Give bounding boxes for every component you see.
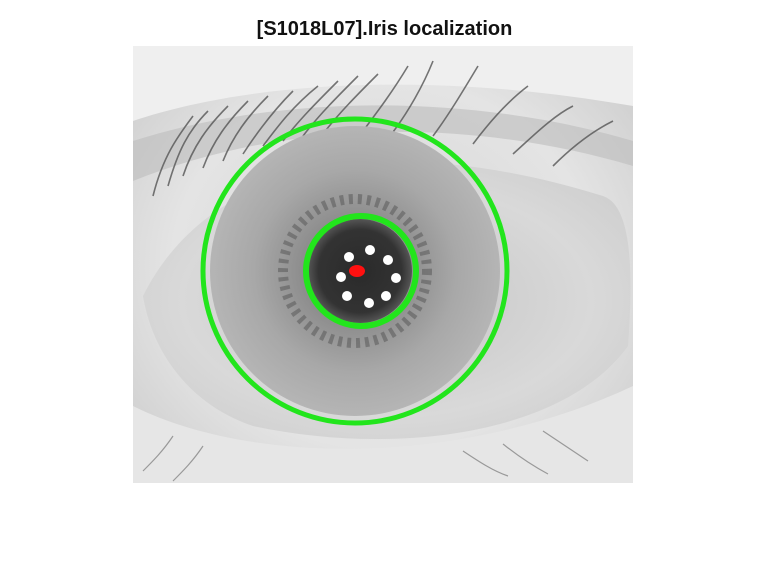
glint <box>383 255 393 265</box>
lower-eyelid-skin <box>133 386 633 483</box>
eye-image-svg <box>133 46 633 483</box>
glint <box>336 272 346 282</box>
eye-image <box>133 46 633 483</box>
glint <box>364 298 374 308</box>
glint <box>342 291 352 301</box>
pupil-boundary-circle <box>303 213 419 329</box>
iris-boundary-circle <box>200 116 510 426</box>
upper-eyelid-skin <box>133 46 633 121</box>
upper-eyelashes <box>152 60 614 197</box>
lid-shadow <box>133 105 633 181</box>
iris-collarette <box>278 194 432 348</box>
glint <box>381 291 391 301</box>
glint-ring <box>336 245 401 308</box>
lower-eyelashes <box>142 430 589 482</box>
figure-title: [S1018L07].Iris localization <box>256 18 513 40</box>
glint <box>344 252 354 262</box>
glint <box>391 273 401 283</box>
center-marker <box>349 265 365 277</box>
glint <box>365 245 375 255</box>
